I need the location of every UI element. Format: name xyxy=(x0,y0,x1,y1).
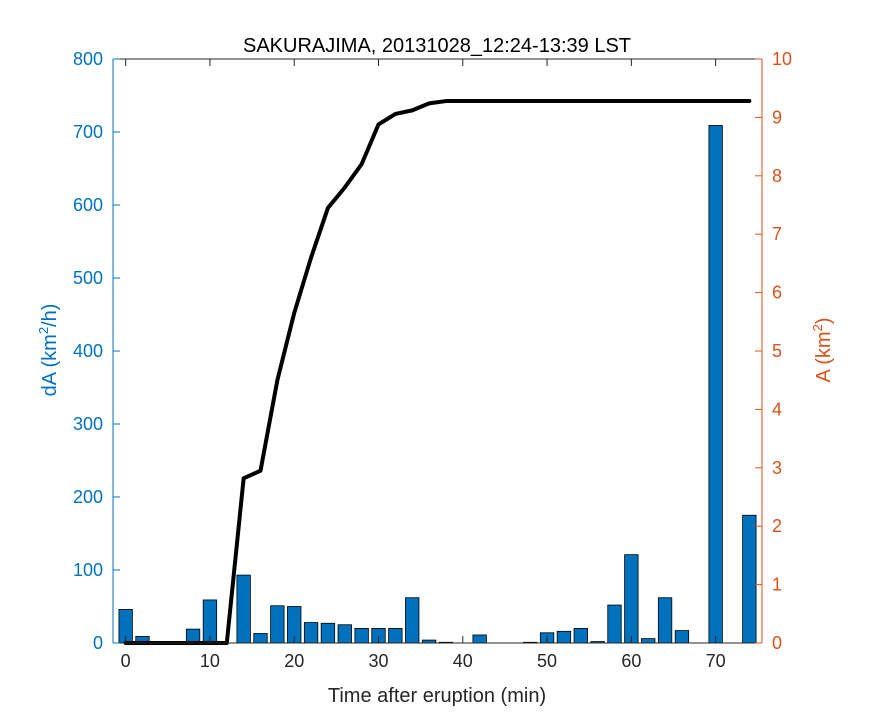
y-left-tick-label: 100 xyxy=(73,560,103,580)
bar xyxy=(303,622,319,644)
bar xyxy=(742,514,757,644)
bar xyxy=(657,597,673,644)
bar xyxy=(556,630,572,644)
bar xyxy=(607,604,622,644)
cumulative-area-line xyxy=(123,99,752,645)
y-right-tick-label: 2 xyxy=(772,516,782,536)
bar xyxy=(641,638,656,644)
x-tick-label: 30 xyxy=(368,651,388,671)
bar xyxy=(236,574,251,644)
x-tick-label: 40 xyxy=(453,651,473,671)
bar xyxy=(388,628,403,644)
bar xyxy=(708,125,723,644)
plot-frame xyxy=(113,58,762,644)
y-axis-right: 0 1 2 3 4 5 6 7 8 9 10 xyxy=(755,49,792,653)
bar xyxy=(185,628,201,644)
bar xyxy=(270,605,285,644)
y-right-tick-label: 4 xyxy=(772,399,782,419)
y-left-tick-label: 700 xyxy=(73,122,103,142)
x-tick-label: 10 xyxy=(200,651,220,671)
x-tick-label: 0 xyxy=(121,651,131,671)
y-right-tick-label: 7 xyxy=(772,224,782,244)
line-series xyxy=(123,99,752,645)
y-left-tick-label: 400 xyxy=(73,341,103,361)
y-left-tick-label: 600 xyxy=(73,195,103,215)
bar xyxy=(253,633,268,644)
y-right-tick-label: 0 xyxy=(772,633,782,653)
x-axis: 0 10 20 30 40 50 60 70 xyxy=(121,59,726,671)
y-left-tick-label: 0 xyxy=(93,633,103,653)
x-tick-label: 20 xyxy=(284,651,304,671)
x-tick-label: 60 xyxy=(621,651,641,671)
y-axis-left: 0 100 200 300 400 500 600 700 800 xyxy=(73,49,120,653)
y-right-label-base: A (km xyxy=(813,331,835,382)
x-axis-label: Time after eruption (min) xyxy=(328,685,546,707)
bar xyxy=(354,628,369,644)
y-left-tick-label: 200 xyxy=(73,487,103,507)
y-axis-right-label: A (km2) xyxy=(810,317,835,382)
y-left-tick-label: 800 xyxy=(73,49,103,69)
y-right-tick-label: 6 xyxy=(772,283,782,303)
y-right-tick-label: 9 xyxy=(772,107,782,127)
y-right-tick-label: 3 xyxy=(772,458,782,478)
y-right-tick-label: 10 xyxy=(772,49,792,69)
bar xyxy=(573,628,588,644)
y-axis-left-label: dA (km2/h) xyxy=(36,304,61,397)
bar-series xyxy=(118,125,757,644)
x-tick-label: 70 xyxy=(706,651,726,671)
bar xyxy=(472,634,487,644)
bar xyxy=(405,597,420,644)
y-left-label-base: dA (km xyxy=(39,334,61,396)
y-left-label-sup: 2 xyxy=(36,327,51,334)
bar xyxy=(624,554,639,644)
y-right-label-sup: 2 xyxy=(810,324,825,331)
chart-title: SAKURAJIMA, 20131028_12:24-13:39 LST xyxy=(243,35,631,57)
bar xyxy=(674,630,690,644)
y-right-tick-label: 8 xyxy=(772,166,782,186)
y-right-tick-label: 1 xyxy=(772,575,782,595)
y-right-label-tail: ) xyxy=(813,317,835,324)
y-left-tick-label: 500 xyxy=(73,268,103,288)
x-tick-label: 50 xyxy=(537,651,557,671)
y-right-tick-label: 5 xyxy=(772,341,782,361)
y-left-label-tail: /h) xyxy=(39,304,61,327)
y-left-tick-label: 300 xyxy=(73,414,103,434)
bar xyxy=(320,622,336,644)
bar xyxy=(337,624,352,644)
